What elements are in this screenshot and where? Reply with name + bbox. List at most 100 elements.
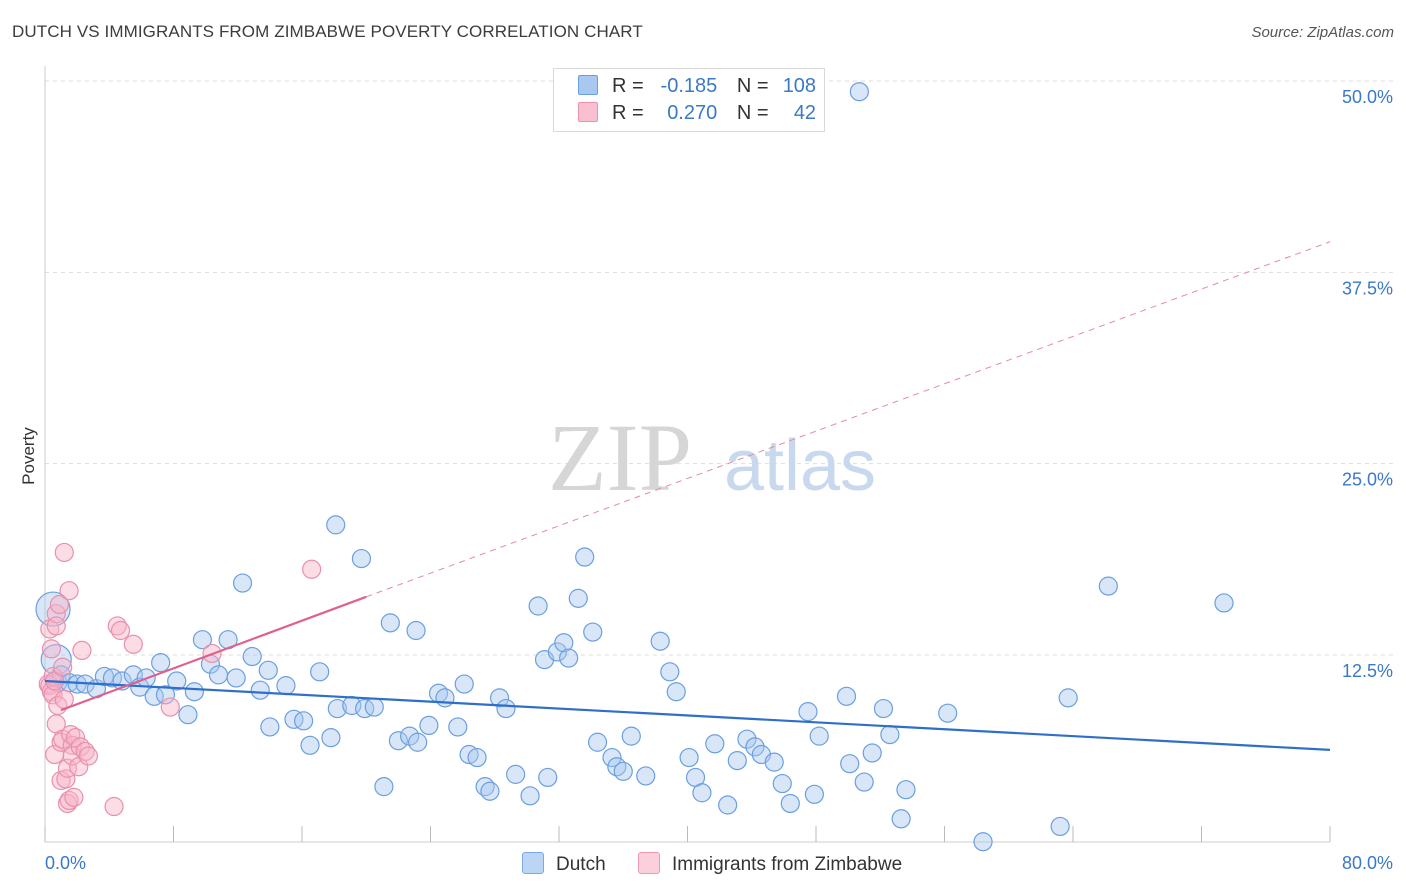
dutch-point <box>167 671 187 691</box>
bottom-legend-swatch-zimbabwe <box>638 852 660 874</box>
dutch-point <box>1058 688 1078 708</box>
dutch-point <box>35 591 71 627</box>
dutch-point <box>448 717 468 737</box>
legend-row-zimbabwe: R = 0.270 N = 42 <box>578 102 816 128</box>
axes <box>44 66 1331 843</box>
dutch-trend-line <box>44 679 1331 751</box>
dutch-point <box>660 662 680 682</box>
dutch-point <box>559 648 579 668</box>
watermark-zip: ZIP <box>548 404 692 511</box>
dutch-point <box>435 688 455 708</box>
dutch-point <box>692 783 712 803</box>
zimbabwe-point <box>41 639 62 659</box>
y-axis-label: Poverty <box>19 427 38 485</box>
x-tick-label-min: 0.0% <box>45 853 86 873</box>
dutch-point <box>408 732 428 752</box>
bottom-legend-label-dutch: Dutch <box>556 854 606 875</box>
dutch-point <box>718 795 738 815</box>
dutch-point <box>636 766 656 786</box>
dutch-point <box>388 731 408 751</box>
dutch-point <box>454 674 474 694</box>
zimbabwe-point <box>53 657 73 677</box>
zimbabwe-point <box>59 581 79 601</box>
dutch-point <box>467 747 487 768</box>
dutch-point <box>772 773 792 794</box>
y-tick-label: 50.0% <box>1342 87 1393 107</box>
dutch-point <box>650 631 670 651</box>
dutch-point <box>326 515 346 535</box>
dutch-point <box>419 715 439 736</box>
dutch-point <box>520 786 540 806</box>
x-tick-label-max: 80.0% <box>1342 853 1393 873</box>
dutch-point <box>679 747 699 768</box>
zimbabwe-point <box>43 685 63 705</box>
bottom-legend-swatch-dutch <box>522 852 544 874</box>
dutch-point <box>809 726 829 746</box>
zimbabwe-point <box>110 620 131 641</box>
zimbabwe-point <box>123 634 143 654</box>
dutch-point <box>300 735 320 755</box>
dutch-point <box>727 751 747 771</box>
r-value-dutch: -0.185 <box>660 75 718 97</box>
dutch-point <box>506 764 526 784</box>
dutch-point <box>380 613 400 633</box>
dutch-point <box>226 668 246 688</box>
dutch-point <box>1050 816 1070 837</box>
dutch-point <box>151 653 171 673</box>
dutch-point <box>896 780 916 800</box>
zimbabwe-point <box>46 616 66 636</box>
dutch-point <box>489 688 510 708</box>
dutch-point <box>94 666 115 687</box>
n-value-zimbabwe: 42 <box>793 102 817 124</box>
zimbabwe-point <box>72 640 92 661</box>
zimbabwe-point <box>160 697 180 717</box>
zimbabwe-point <box>54 542 74 563</box>
dutch-point <box>284 709 304 729</box>
dutch-point <box>294 711 314 731</box>
dutch-point <box>374 777 394 797</box>
chart-title: DUTCH VS IMMIGRANTS FROM ZIMBABWE POVERT… <box>12 22 643 41</box>
dutch-point <box>364 697 384 717</box>
zimbabwe-point <box>104 796 124 817</box>
y-tick-label: 37.5% <box>1342 278 1393 298</box>
dutch-point <box>192 630 213 650</box>
correlation-legend: R = -0.185 N = 108 R = 0.270 N = 42 <box>553 68 825 132</box>
dutch-point <box>798 702 818 722</box>
r-label: R = <box>612 75 644 97</box>
dutch-point <box>973 832 993 852</box>
dutch-point <box>849 82 869 102</box>
tick-labels: 12.5% 25.0% 37.5% 50.0% 0.0% 80.0% <box>45 87 1393 873</box>
bottom-legend-zimbabwe: Immigrants from Zimbabwe <box>638 852 902 876</box>
dutch-point <box>836 686 857 706</box>
n-label: N = <box>736 102 769 124</box>
dutch-point <box>538 767 558 788</box>
legend-swatch-zimbabwe <box>578 102 598 122</box>
dutch-point <box>528 596 548 616</box>
dutch-point <box>621 726 641 746</box>
dutch-point <box>321 728 341 748</box>
zimbabwe-point <box>64 787 84 807</box>
dutch-point <box>862 743 882 763</box>
n-label: N = <box>736 75 769 97</box>
dutch-point <box>310 662 330 682</box>
dutch-point <box>406 620 426 641</box>
gridlines <box>45 80 1395 656</box>
dutch-point <box>480 781 500 801</box>
dutch-point <box>250 680 270 700</box>
dutch-point <box>184 682 204 702</box>
dutch-point <box>880 724 900 745</box>
dutch-point <box>764 752 784 772</box>
zimbabwe-trend-extension <box>366 241 1331 598</box>
bottom-legend-dutch: Dutch <box>522 852 606 876</box>
zimbabwe-point <box>49 594 70 615</box>
dutch-point <box>602 747 622 768</box>
zimbabwe-point <box>78 746 98 766</box>
dutch-point <box>840 754 860 774</box>
zimbabwe-trend-line <box>60 595 367 712</box>
data-points <box>35 82 1234 852</box>
zimbabwe-point <box>51 732 71 752</box>
legend-swatch-dutch <box>578 75 598 95</box>
dutch-point <box>178 705 198 725</box>
dutch-point <box>155 685 176 705</box>
